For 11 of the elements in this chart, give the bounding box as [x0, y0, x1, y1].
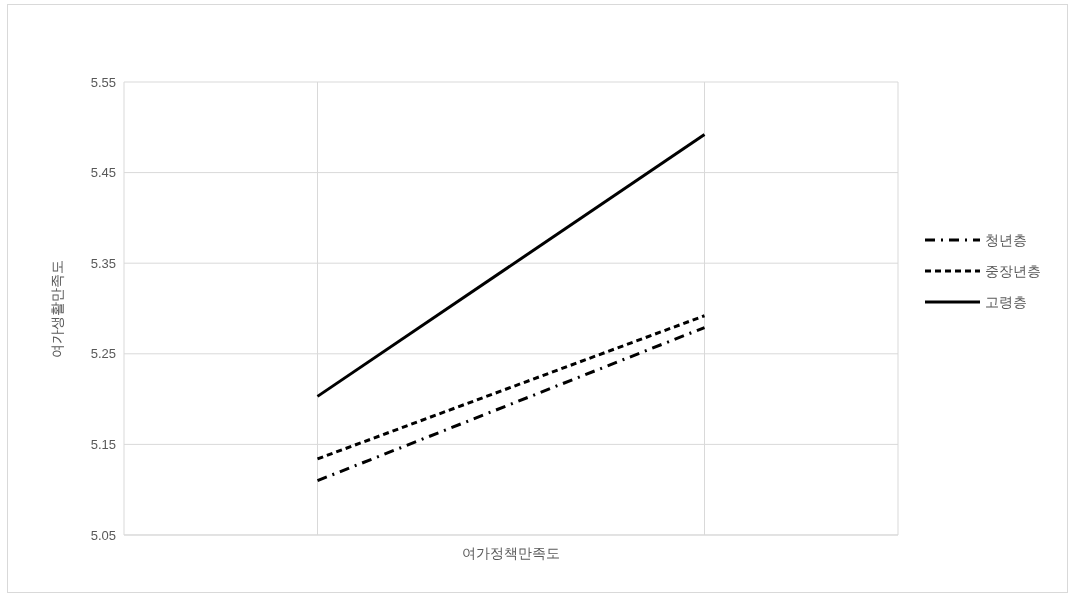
y-tick-label: 5.15 — [90, 437, 116, 453]
y-axis-title: 여가생활만족도 — [49, 259, 65, 358]
y-tick-label: 5.25 — [90, 346, 116, 362]
y-tick-label: 5.55 — [90, 74, 116, 90]
y-tick-label: 5.05 — [90, 527, 116, 543]
x-axis-title: 여가정책만족도 — [462, 545, 560, 561]
y-tick-label: 5.35 — [90, 255, 116, 271]
legend-label: 고령층 — [985, 294, 1027, 310]
y-tick-label: 5.45 — [90, 165, 116, 181]
legend-label: 중장년층 — [985, 263, 1041, 279]
legend-label: 청년층 — [985, 232, 1027, 248]
